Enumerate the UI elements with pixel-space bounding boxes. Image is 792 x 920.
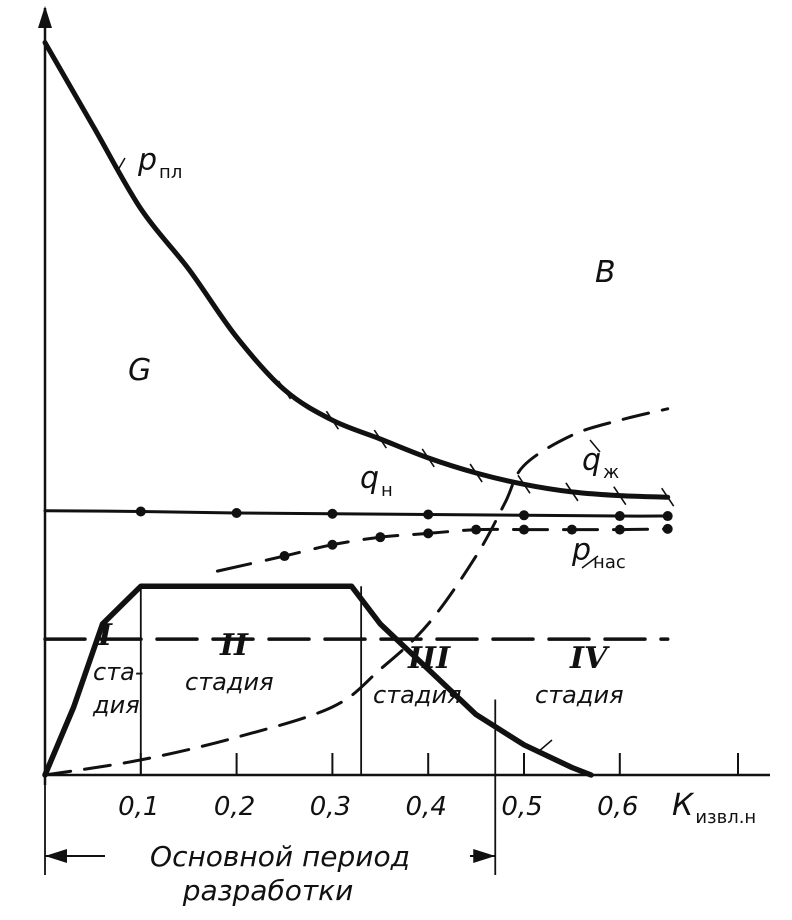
series-point-1-5 <box>519 510 529 520</box>
stage-numeral-0: I <box>97 618 113 653</box>
stage-numeral-1: II <box>219 628 249 663</box>
period-text-line-2: разработки <box>182 874 354 907</box>
x-tick-label-1: 0,2 <box>214 792 255 822</box>
series-point-2-9 <box>663 524 673 534</box>
period-arrowhead-left <box>45 849 67 863</box>
period-text-line-1: Основной период <box>150 840 410 873</box>
series-point-2-3 <box>375 532 385 542</box>
x-tick-label-5: 0,6 <box>597 792 638 822</box>
period-arrowhead-right <box>473 849 495 863</box>
series-point-1-4 <box>423 510 433 520</box>
series-point-0-1 <box>87 117 99 135</box>
series-point-2-5 <box>471 525 481 535</box>
series-label-4: B <box>595 255 616 290</box>
stage-text-2-0: стадия <box>373 681 462 709</box>
series-point-1-6 <box>615 511 625 521</box>
stage-text-1-0: стадия <box>185 668 274 696</box>
series-label-1: G <box>128 353 151 388</box>
stage-numeral-3: IV <box>569 641 610 676</box>
stage-text-3-0: стадия <box>535 681 624 709</box>
x-tick-label-4: 0,5 <box>501 792 542 822</box>
series-point-0-4 <box>231 328 243 346</box>
series-point-0-3 <box>183 260 195 278</box>
x-tick-label-0: 0,1 <box>118 792 159 822</box>
series-point-0-2 <box>135 200 147 218</box>
series-point-2-1 <box>280 551 290 561</box>
x-tick-label-2: 0,3 <box>310 792 351 822</box>
series-point-1-1 <box>136 507 146 517</box>
series-point-2-4 <box>423 528 433 538</box>
stage-numeral-2: III <box>407 641 451 676</box>
series-point-1-7 <box>663 511 673 521</box>
series-point-2-6 <box>519 525 529 535</box>
label-leader-iv <box>538 740 552 752</box>
series-point-2-2 <box>327 540 337 550</box>
label-leader-p-pl <box>118 158 125 170</box>
series-point-0-5 <box>279 381 291 399</box>
stage-text-0-1: дия <box>92 691 140 719</box>
stage-text-0-0: ста- <box>93 658 144 686</box>
series-point-1-3 <box>327 509 337 519</box>
x-tick-label-3: 0,4 <box>406 792 447 822</box>
series-point-1-2 <box>232 508 242 518</box>
y-axis-arrow <box>38 6 52 28</box>
series-point-2-8 <box>615 525 625 535</box>
series-line-0 <box>45 43 668 498</box>
